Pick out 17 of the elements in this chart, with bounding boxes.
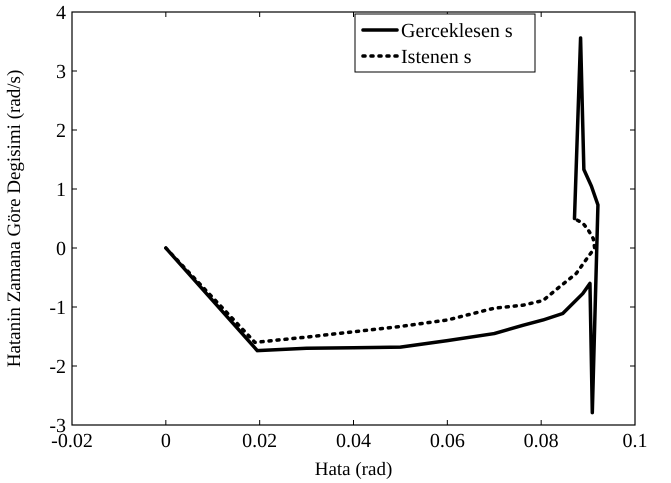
x-axis-title: Hata (rad) xyxy=(314,459,392,480)
x-tick-label: 0 xyxy=(160,430,171,452)
y-tick-label: 1 xyxy=(56,179,66,201)
y-axis-title: Hatanin Zamana Göre Degisimi (rad/s) xyxy=(4,70,25,368)
x-tick-label: 0.06 xyxy=(430,430,465,452)
x-tick-label: 0.08 xyxy=(524,430,559,452)
x-tick-label: 0.02 xyxy=(242,430,278,452)
y-tick-label: 4 xyxy=(56,2,66,24)
y-tick-label: 3 xyxy=(56,61,66,83)
y-tick-label: 0 xyxy=(56,238,66,260)
y-tick-label: -2 xyxy=(49,356,66,378)
y-tick-label: 2 xyxy=(56,120,66,142)
x-tick-label: 0.1 xyxy=(622,430,648,452)
legend-label: Istenen s xyxy=(401,46,472,68)
x-tick-label: 0.04 xyxy=(336,430,371,452)
y-tick-label: -1 xyxy=(49,297,66,319)
legend-label: Gerceklesen s xyxy=(401,20,513,42)
